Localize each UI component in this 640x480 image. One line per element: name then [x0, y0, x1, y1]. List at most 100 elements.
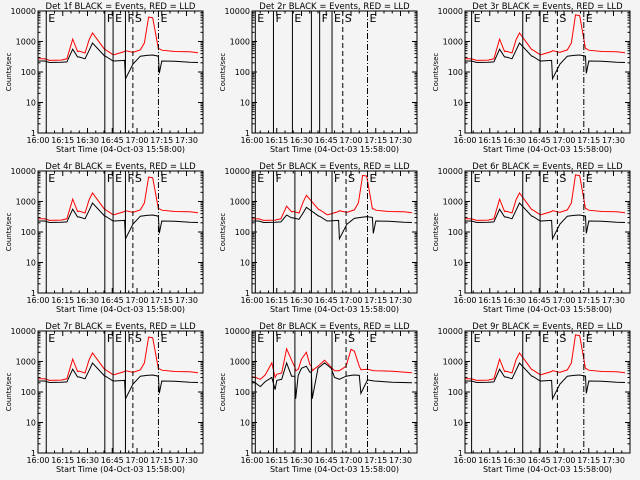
- time-marker-label: F: [107, 332, 113, 345]
- x-tick-label: 17:00: [552, 456, 575, 465]
- x-tick-label: 17:00: [125, 296, 148, 305]
- y-tick-label: 10: [26, 259, 36, 268]
- y-tick-label: 10: [26, 419, 36, 428]
- time-marker-label: E: [586, 12, 593, 25]
- x-axis-label: Start Time (04-Oct-03 15:58:00): [56, 305, 185, 314]
- x-tick-label: 16:15: [51, 456, 74, 465]
- y-tick-label: 10000: [11, 167, 36, 176]
- x-tick-label: 16:30: [503, 296, 526, 305]
- series-lld-line: [252, 174, 413, 221]
- time-marker-label: E: [294, 12, 301, 25]
- time-marker-label: E: [48, 12, 55, 25]
- y-axis-label: Counts/sec: [432, 53, 440, 92]
- panel-title: Det 8r BLACK = Events, RED = LLD: [259, 322, 410, 332]
- time-marker-label: E: [586, 172, 593, 185]
- x-tick-label: 16:45: [528, 456, 551, 465]
- series-events-line: [38, 202, 199, 241]
- x-axis-label: Start Time (04-Oct-03 15:58:00): [270, 305, 399, 314]
- y-tick-label: 10: [240, 259, 250, 268]
- x-tick-label: 17:15: [364, 136, 387, 145]
- y-tick-label: 10000: [225, 7, 250, 16]
- panel-title: Det 2r BLACK = Events, RED = LLD: [259, 2, 410, 12]
- x-tick-label: 17:30: [602, 456, 625, 465]
- x-tick-label: 16:15: [265, 136, 288, 145]
- y-axis-label: Counts/sec: [5, 213, 13, 252]
- y-tick-label: 1000: [443, 38, 463, 47]
- series-events-line: [38, 362, 199, 401]
- y-axis-label: Counts/sec: [219, 213, 227, 252]
- y-tick-label: 1: [245, 129, 250, 138]
- x-tick-label: 16:45: [315, 296, 338, 305]
- plot-frame: [251, 330, 418, 454]
- x-tick-label: 17:15: [577, 296, 600, 305]
- y-axis-label: Counts/sec: [219, 373, 227, 412]
- time-marker-label: E: [115, 172, 122, 185]
- x-tick-label: 16:30: [503, 456, 526, 465]
- x-tick-label: 16:30: [503, 136, 526, 145]
- panel-title: Det 4r BLACK = Events, RED = LLD: [45, 162, 196, 172]
- time-marker-label: S: [348, 332, 355, 345]
- y-tick-label: 10000: [11, 7, 36, 16]
- panel-title: Det 3r BLACK = Events, RED = LLD: [472, 2, 623, 12]
- y-tick-label: 1000: [230, 198, 250, 207]
- x-tick-label: 17:15: [150, 296, 173, 305]
- time-marker-label: E: [115, 12, 122, 25]
- x-axis-label: Start Time (04-Oct-03 15:58:00): [483, 465, 612, 474]
- time-marker-label: F: [334, 332, 340, 345]
- y-tick-label: 1000: [443, 358, 463, 367]
- x-tick-label: 16:45: [101, 296, 124, 305]
- x-tick-label: 16:15: [51, 136, 74, 145]
- x-tick-label: 17:00: [552, 296, 575, 305]
- y-tick-label: 1: [458, 449, 463, 458]
- time-marker-label: E: [370, 12, 377, 25]
- y-tick-label: 10: [240, 419, 250, 428]
- time-marker-label: F: [127, 12, 133, 25]
- x-tick-label: 16:30: [290, 296, 313, 305]
- x-tick-label: 16:30: [76, 296, 99, 305]
- y-tick-label: 10000: [438, 327, 463, 336]
- y-tick-label: 1: [458, 129, 463, 138]
- x-tick-label: 16:30: [290, 456, 313, 465]
- y-tick-label: 1000: [443, 198, 463, 207]
- x-tick-label: 16:30: [76, 456, 99, 465]
- x-axis-label: Start Time (04-Oct-03 15:58:00): [56, 465, 185, 474]
- plot-frame: [464, 10, 631, 134]
- x-tick-label: 17:30: [602, 136, 625, 145]
- time-marker-label: F: [107, 172, 113, 185]
- y-tick-label: 100: [21, 228, 36, 237]
- y-tick-label: 1: [245, 449, 250, 458]
- x-tick-label: 17:15: [364, 296, 387, 305]
- x-tick-label: 16:00: [26, 296, 49, 305]
- x-tick-label: 17:30: [389, 136, 412, 145]
- time-marker-label: F: [275, 12, 281, 25]
- time-marker-label: F: [127, 172, 133, 185]
- time-marker-label: E: [160, 172, 167, 185]
- x-tick-label: 17:15: [364, 456, 387, 465]
- time-marker-label: E: [257, 12, 264, 25]
- time-marker-label: F: [322, 12, 328, 25]
- x-tick-label: 17:15: [150, 456, 173, 465]
- plot-frame: [251, 10, 418, 134]
- x-axis-label: Start Time (04-Oct-03 15:58:00): [56, 145, 185, 154]
- y-tick-label: 10000: [11, 327, 36, 336]
- x-tick-label: 17:30: [175, 136, 198, 145]
- x-tick-label: 16:45: [315, 456, 338, 465]
- x-tick-label: 16:45: [101, 456, 124, 465]
- y-tick-label: 100: [448, 68, 463, 77]
- x-tick-label: 17:30: [175, 456, 198, 465]
- y-tick-label: 1: [31, 289, 36, 298]
- x-tick-label: 16:00: [453, 136, 476, 145]
- x-tick-label: 16:00: [240, 456, 263, 465]
- y-tick-label: 10: [240, 99, 250, 108]
- x-tick-label: 16:00: [453, 296, 476, 305]
- y-tick-label: 1000: [16, 358, 36, 367]
- x-axis-label: Start Time (04-Oct-03 15:58:00): [270, 145, 399, 154]
- y-tick-label: 100: [21, 68, 36, 77]
- series-events-line: [252, 206, 413, 241]
- time-marker-label: F: [525, 332, 531, 345]
- y-tick-label: 100: [448, 388, 463, 397]
